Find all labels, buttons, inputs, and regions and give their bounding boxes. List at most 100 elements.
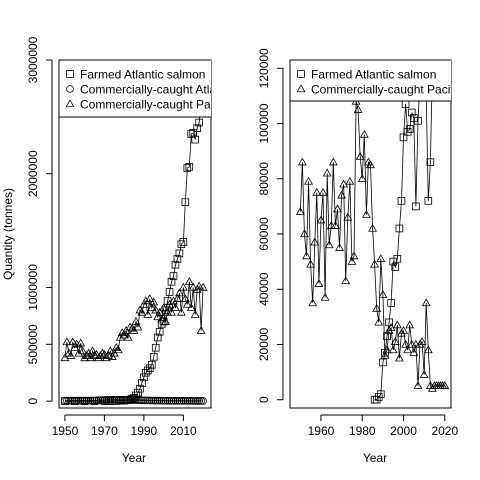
data-point xyxy=(167,277,176,286)
data-point xyxy=(153,396,162,405)
series-line xyxy=(64,281,204,360)
data-point xyxy=(374,317,384,326)
data-point xyxy=(347,256,357,265)
legend-label: Commercially-caught Atlantic salmon xyxy=(80,83,277,97)
data-point xyxy=(98,396,107,404)
data-point xyxy=(389,257,398,266)
x-tick-label: 2010 xyxy=(170,424,197,438)
data-point xyxy=(379,358,387,367)
data-point xyxy=(330,220,340,229)
series-line xyxy=(299,101,445,390)
data-point xyxy=(324,240,334,249)
data-point xyxy=(181,198,190,206)
data-point xyxy=(440,381,450,390)
data-point xyxy=(297,157,307,166)
data-point xyxy=(151,396,160,405)
data-point xyxy=(60,353,70,362)
data-point xyxy=(413,381,423,390)
data-point xyxy=(374,393,383,401)
data-point xyxy=(177,397,186,405)
data-point xyxy=(339,179,349,188)
data-point xyxy=(175,249,184,258)
data-point xyxy=(68,337,78,346)
data-point xyxy=(151,305,161,314)
y-tick-label: 3000000 xyxy=(26,36,40,83)
data-point xyxy=(405,125,414,133)
data-point xyxy=(337,190,347,199)
data-point xyxy=(157,320,166,328)
data-point xyxy=(300,229,309,238)
data-point xyxy=(333,204,342,213)
data-point xyxy=(191,135,200,144)
data-point xyxy=(316,215,326,224)
data-point xyxy=(92,396,101,405)
data-point xyxy=(147,360,156,369)
data-point xyxy=(143,310,153,318)
data-point xyxy=(171,303,180,312)
data-point xyxy=(386,323,396,332)
data-point xyxy=(66,350,76,359)
data-point xyxy=(187,397,196,405)
data-point xyxy=(177,240,186,249)
data-point xyxy=(76,338,86,347)
data-point xyxy=(101,353,111,362)
data-point xyxy=(359,129,369,138)
legend-symbol xyxy=(65,99,75,108)
data-point xyxy=(144,366,152,375)
data-point xyxy=(304,176,314,185)
data-point xyxy=(193,124,201,133)
data-point xyxy=(185,163,194,171)
data-point xyxy=(115,332,125,341)
data-point xyxy=(76,396,85,405)
chart-panel-2: 1960 1980 2000 2020 0 20000 40000 60000 80000 100… xyxy=(257,48,458,465)
data-point xyxy=(412,202,420,211)
data-point xyxy=(61,396,69,405)
data-point xyxy=(116,396,124,404)
data-point xyxy=(64,348,74,357)
data-point xyxy=(372,395,381,404)
data-point xyxy=(127,323,137,332)
data-point xyxy=(124,396,132,404)
y-tick-label: 0 xyxy=(26,398,40,405)
data-point xyxy=(122,396,130,404)
data-point xyxy=(69,396,77,405)
data-point xyxy=(133,322,143,331)
data-point xyxy=(138,396,146,405)
y-tick-label: 1000000 xyxy=(26,264,40,311)
data-point xyxy=(415,339,425,348)
data-point xyxy=(67,396,75,405)
legend-symbol xyxy=(297,70,305,78)
data-point xyxy=(196,325,206,334)
data-point xyxy=(104,396,113,404)
data-point xyxy=(399,325,408,334)
data-point xyxy=(409,348,419,356)
data-point xyxy=(395,224,404,233)
data-point xyxy=(82,350,92,359)
data-point xyxy=(149,396,158,405)
data-point xyxy=(144,396,152,405)
legend-label: Farmed Atlantic salmon xyxy=(311,68,436,82)
data-point xyxy=(370,259,380,268)
data-point xyxy=(108,396,117,404)
x-tick-label: 1980 xyxy=(349,424,376,438)
series-triangle xyxy=(60,277,208,362)
data-point xyxy=(384,325,394,334)
data-point xyxy=(385,318,393,327)
data-point xyxy=(185,397,194,405)
data-point xyxy=(157,396,166,405)
y-tick-label: 120000 xyxy=(257,48,271,88)
data-point xyxy=(134,388,142,397)
data-point xyxy=(84,396,93,405)
data-point xyxy=(179,238,188,246)
legend-label: Commercially-caught Pacific salmon xyxy=(80,98,273,112)
data-point xyxy=(140,396,148,405)
data-point xyxy=(130,396,138,404)
data-point xyxy=(157,314,167,323)
data-point xyxy=(310,237,320,246)
data-point xyxy=(424,197,433,205)
data-point xyxy=(102,396,111,404)
data-point xyxy=(421,298,431,307)
data-point xyxy=(397,328,406,337)
data-point xyxy=(142,368,150,377)
